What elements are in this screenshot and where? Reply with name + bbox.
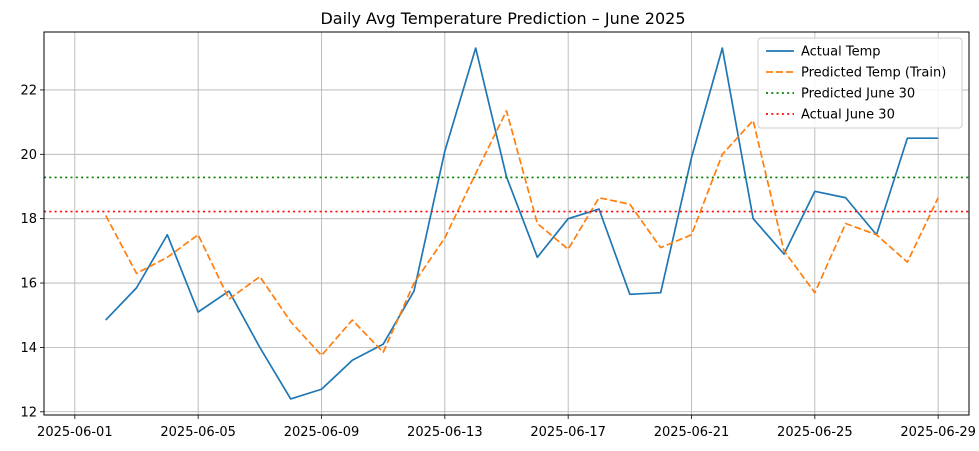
legend: Actual Temp Predicted Temp (Train) Predict… <box>757 37 963 129</box>
chart-title: Daily Avg Temperature Prediction – June … <box>320 9 685 28</box>
plot-frame <box>43 31 970 416</box>
series-predicted-temp-train <box>104 109 939 357</box>
x-tick-label: 2025-06-01 <box>37 425 113 440</box>
y-tick-label: 14 <box>20 341 37 356</box>
legend-box <box>757 37 963 129</box>
x-tick-label: 2025-06-05 <box>160 425 236 440</box>
legend-label: Predicted Temp (Train) <box>801 66 946 81</box>
series-actual-temp <box>105 47 939 400</box>
legend-label: Actual June 30 <box>801 108 895 123</box>
x-tick-label: 2025-06-21 <box>654 425 730 440</box>
x-tick-label: 2025-06-17 <box>530 425 606 440</box>
legend-label: Predicted June 30 <box>801 87 915 102</box>
plot-area <box>44 47 969 400</box>
x-tick-label: 2025-06-09 <box>284 425 360 440</box>
x-axis: 2025-06-01 2025-06-05 2025-06-09 2025-06-13… <box>37 415 976 440</box>
y-tick-label: 12 <box>20 405 37 420</box>
x-tick-label: 2025-06-13 <box>407 425 483 440</box>
legend-label: Actual Temp <box>801 45 881 60</box>
y-tick-label: 18 <box>20 212 37 227</box>
x-tick-label: 2025-06-25 <box>777 425 853 440</box>
y-tick-label: 16 <box>20 277 37 292</box>
x-tick-label: 2025-06-29 <box>900 425 976 440</box>
y-tick-label: 20 <box>20 148 37 163</box>
y-tick-label: 22 <box>20 83 37 98</box>
y-axis: 12 14 16 18 20 22 <box>20 83 44 420</box>
